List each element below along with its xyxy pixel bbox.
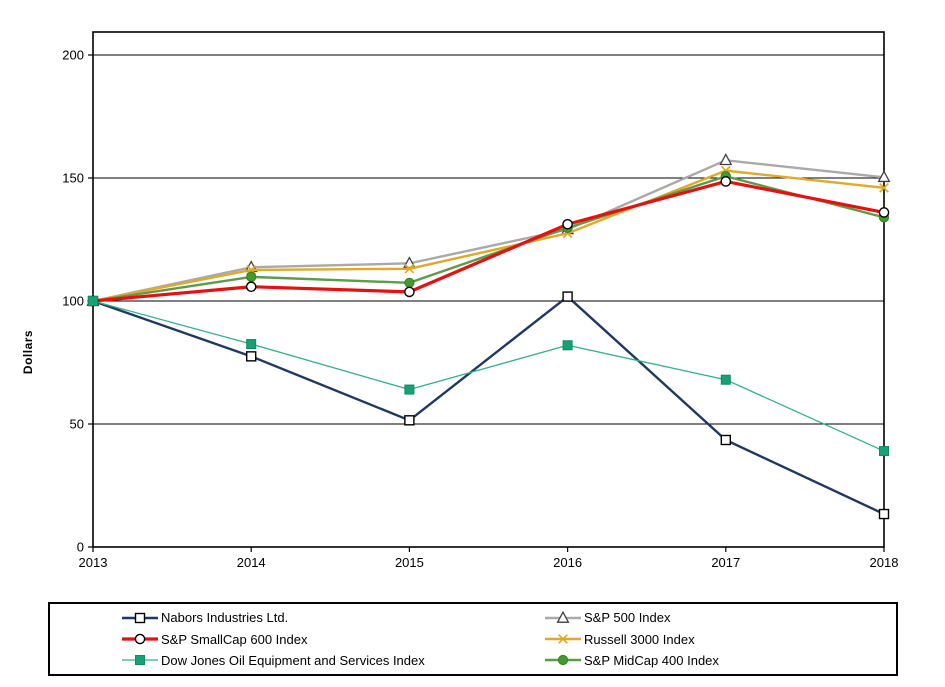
series-marker-dow-jones-oil-equipment-and-services-index: [562, 340, 573, 351]
series-marker-dow-jones-oil-equipment-and-services-index: [879, 446, 889, 457]
series-line-s-p-midcap-400-index: [91, 175, 886, 303]
series-marker-s-p-smallcap-600-index: [720, 176, 732, 187]
legend-swatch-open-triangle-icon: [545, 610, 581, 623]
y-tick-label: 0: [77, 540, 84, 555]
series-marker-nabors-industries-ltd: [245, 351, 257, 362]
legend-label: S&P 500 Index: [584, 610, 671, 626]
series-marker-s-p-midcap-400-index: [246, 271, 257, 282]
series-marker-dow-jones-oil-equipment-and-services-index: [246, 339, 257, 350]
y-tick-label: 200: [62, 48, 84, 63]
legend-swatch-x-cross-icon: [545, 634, 581, 644]
legend-marker-open-triangle-icon: [556, 610, 570, 623]
series-line-dow-jones-oil-equipment-and-services-index: [92, 300, 885, 452]
legend-item-nabors-industries-ltd: Nabors Industries Ltd.: [50, 610, 473, 625]
series-marker-s-p-midcap-400-index: [404, 277, 415, 288]
legend-label: Nabors Industries Ltd.: [161, 610, 289, 626]
legend-label: Dow Jones Oil Equipment and Services Ind…: [161, 652, 425, 668]
legend-item-s-p-midcap-400-index: S&P MidCap 400 Index: [473, 653, 896, 668]
series-marker-nabors-industries-ltd: [720, 434, 731, 446]
legend-item-s-p-500-index: S&P 500 Index: [473, 610, 896, 625]
series-marker-russell-3000-index: [879, 182, 889, 193]
x-tick-label: 2014: [237, 555, 266, 570]
y-axis-title: Dollars: [21, 329, 35, 375]
x-tick-label: 2018: [870, 555, 899, 570]
series-marker-nabors-industries-ltd: [404, 415, 415, 426]
legend-marker-filled-square-icon: [135, 655, 145, 666]
legend-marker-open-circle-icon: [134, 633, 146, 645]
legend-label: S&P MidCap 400 Index: [584, 652, 719, 668]
plot-frame: [92, 31, 885, 548]
series-line-s-p-500-index: [91, 159, 886, 303]
series-marker-dow-jones-oil-equipment-and-services-index: [88, 296, 98, 306]
series-marker-s-p-500-index: [719, 153, 733, 166]
legend-item-s-p-smallcap-600-index: S&P SmallCap 600 Index: [50, 632, 473, 647]
legend-marker-filled-circle-icon: [557, 655, 569, 666]
series-line-russell-3000-index: [91, 169, 886, 303]
legend-box: Nabors Industries Ltd. S&P 500 Index S&P S…: [48, 602, 898, 676]
series-marker-dow-jones-oil-equipment-and-services-index: [720, 374, 731, 385]
legend-swatch-filled-square-icon: [122, 655, 158, 666]
x-tick-label: 2017: [711, 555, 740, 570]
legend-marker-open-square-icon: [134, 612, 146, 623]
series-marker-s-p-smallcap-600-index: [878, 207, 890, 218]
series-marker-nabors-industries-ltd: [562, 291, 573, 302]
series-marker-s-p-smallcap-600-index: [245, 281, 257, 293]
y-tick-label: 50: [70, 417, 84, 432]
series-marker-nabors-industries-ltd: [878, 508, 890, 520]
y-tick-label: 100: [62, 294, 84, 309]
series-marker-russell-3000-index: [404, 263, 415, 274]
legend-swatch-filled-circle-icon: [545, 655, 581, 666]
series-marker-s-p-smallcap-600-index: [404, 286, 415, 298]
legend-swatch-open-circle-icon: [122, 633, 158, 645]
series-line-nabors-industries-ltd: [91, 295, 886, 516]
series-marker-s-p-smallcap-600-index: [562, 218, 573, 230]
legend-item-dow-jones-oil-equipment-and-services-index: Dow Jones Oil Equipment and Services Ind…: [50, 653, 473, 668]
legend-label: Russell 3000 Index: [584, 631, 695, 647]
series-line-s-p-smallcap-600-index: [91, 179, 886, 303]
line-chart-plot: 0 50 100 150 200 2013 2014 2015 2016 2017 2018: [62, 31, 899, 570]
series-marker-s-p-500-index: [877, 170, 891, 183]
x-tick-label: 2013: [79, 555, 108, 570]
legend-swatch-open-square-icon: [122, 612, 158, 623]
legend-label: S&P SmallCap 600 Index: [161, 631, 308, 647]
legend-marker-x-cross-icon: [558, 634, 568, 644]
y-tick-label: 150: [62, 171, 84, 186]
x-tick-label: 2015: [395, 555, 424, 570]
series-marker-dow-jones-oil-equipment-and-services-index: [404, 384, 415, 395]
x-tick-label: 2016: [553, 555, 582, 570]
legend-item-russell-3000-index: Russell 3000 Index: [473, 632, 896, 647]
